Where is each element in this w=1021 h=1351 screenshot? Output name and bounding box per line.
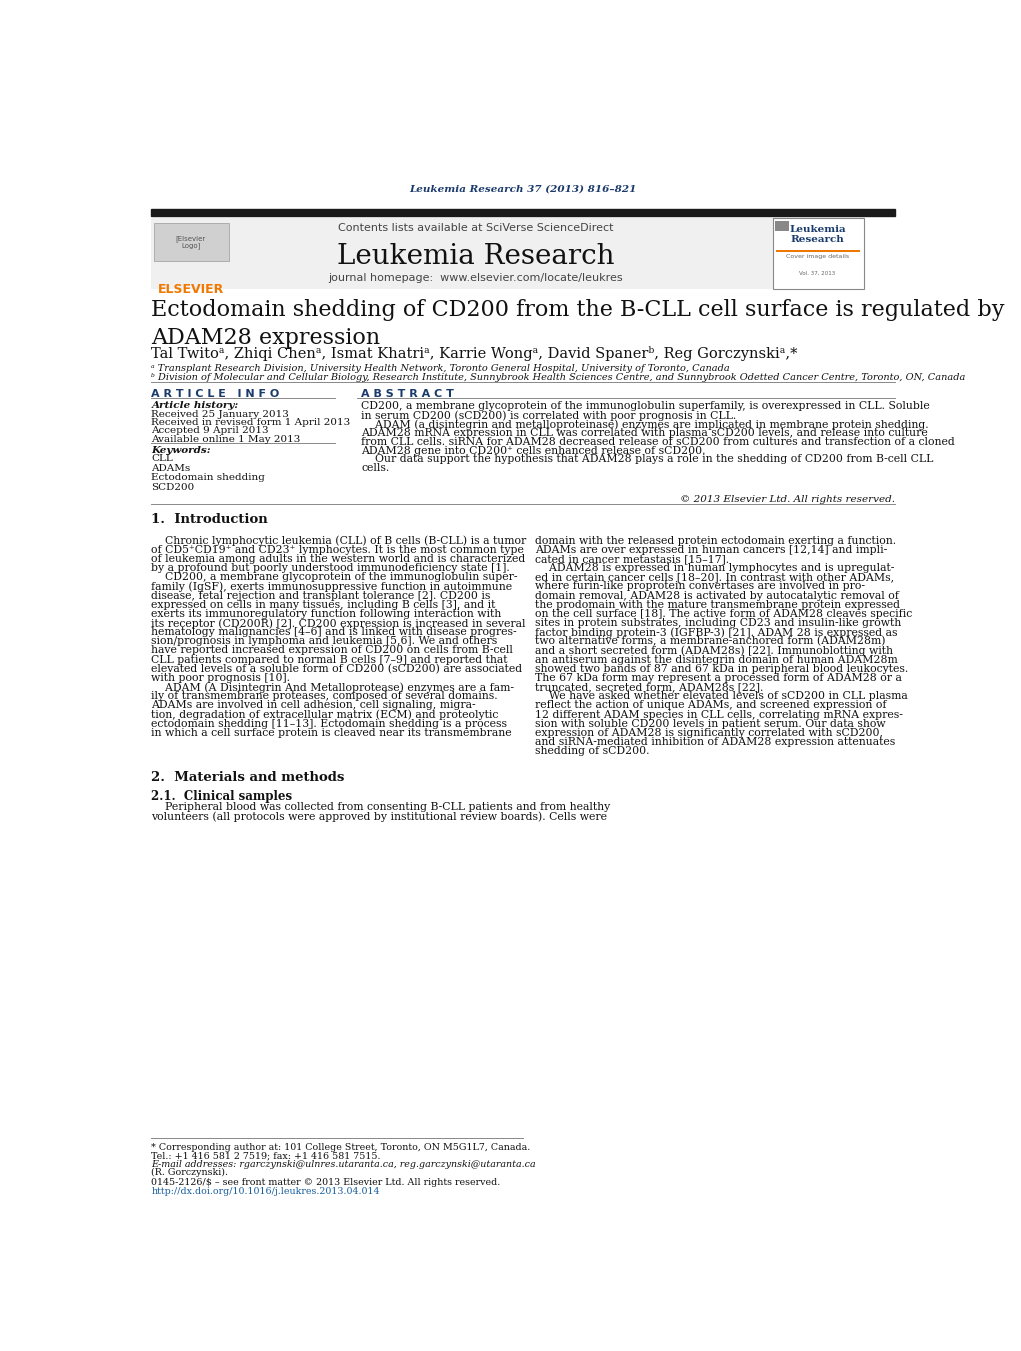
Text: journal homepage:  www.elsevier.com/locate/leukres: journal homepage: www.elsevier.com/locat… <box>329 273 623 284</box>
Text: CD200, a membrane glycoprotein of the immunoglobulin superfamily, is overexpress: CD200, a membrane glycoprotein of the im… <box>361 401 930 412</box>
Text: Ectodomain shedding: Ectodomain shedding <box>151 473 265 482</box>
Text: have reported increased expression of CD200 on cells from B-cell: have reported increased expression of CD… <box>151 646 514 655</box>
Text: truncated, secreted form, ADAM28s [22].: truncated, secreted form, ADAM28s [22]. <box>535 682 764 692</box>
Text: cells.: cells. <box>361 463 389 473</box>
Text: hematology malignancies [4–6] and is linked with disease progres-: hematology malignancies [4–6] and is lin… <box>151 627 517 638</box>
Text: the prodomain with the mature transmembrane protein expressed: the prodomain with the mature transmembr… <box>535 600 901 609</box>
Text: ADAM28 is expressed in human lymphocytes and is upregulat-: ADAM28 is expressed in human lymphocytes… <box>535 563 894 573</box>
Text: family (IgSF), exerts immunosuppressive function in autoimmune: family (IgSF), exerts immunosuppressive … <box>151 581 513 592</box>
Text: 2.  Materials and methods: 2. Materials and methods <box>151 771 345 784</box>
Text: ed in certain cancer cells [18–20]. In contrast with other ADAMs,: ed in certain cancer cells [18–20]. In c… <box>535 573 894 582</box>
Bar <box>151 209 895 216</box>
Text: in which a cell surface protein is cleaved near its transmembrane: in which a cell surface protein is cleav… <box>151 728 512 738</box>
Bar <box>773 219 864 289</box>
Text: SCD200: SCD200 <box>151 482 195 492</box>
Text: exerts its immunoregulatory function following interaction with: exerts its immunoregulatory function fol… <box>151 609 501 619</box>
Text: Keywords:: Keywords: <box>151 446 211 455</box>
Text: Tal Twitoᵃ, Zhiqi Chenᵃ, Ismat Khatriᵃ, Karrie Wongᵃ, David Spanerᵇ, Reg Gorczyn: Tal Twitoᵃ, Zhiqi Chenᵃ, Ismat Khatriᵃ, … <box>151 346 797 361</box>
Text: reflect the action of unique ADAMs, and screened expression of: reflect the action of unique ADAMs, and … <box>535 700 886 711</box>
Text: ADAMs: ADAMs <box>151 463 191 473</box>
Text: sites in protein substrates, including CD23 and insulin-like growth: sites in protein substrates, including C… <box>535 617 902 628</box>
Text: ectodomain shedding [11–13]. Ectodomain shedding is a process: ectodomain shedding [11–13]. Ectodomain … <box>151 719 507 728</box>
Bar <box>775 222 789 231</box>
Text: ᵃ Transplant Research Division, University Health Network, Toronto General Hospi: ᵃ Transplant Research Division, Universi… <box>151 363 730 373</box>
Text: Chronic lymphocytic leukemia (CLL) of B cells (B-CLL) is a tumor: Chronic lymphocytic leukemia (CLL) of B … <box>151 535 527 546</box>
Text: expressed on cells in many tissues, including B cells [3], and it: expressed on cells in many tissues, incl… <box>151 600 496 609</box>
Text: We have asked whether elevated levels of sCD200 in CLL plasma: We have asked whether elevated levels of… <box>535 692 908 701</box>
Text: 2.1.  Clinical samples: 2.1. Clinical samples <box>151 789 292 802</box>
Text: Ectodomain shedding of CD200 from the B-CLL cell surface is regulated by
ADAM28 : Ectodomain shedding of CD200 from the B-… <box>151 300 1005 350</box>
Text: and siRNA-mediated inhibition of ADAM28 expression attenuates: and siRNA-mediated inhibition of ADAM28 … <box>535 738 895 747</box>
Text: 1.  Introduction: 1. Introduction <box>151 512 269 526</box>
Text: expression of ADAM28 is significantly correlated with sCD200,: expression of ADAM28 is significantly co… <box>535 728 883 738</box>
Text: ADAMs are involved in cell adhesion, cell signaling, migra-: ADAMs are involved in cell adhesion, cel… <box>151 700 476 711</box>
Text: Available online 1 May 2013: Available online 1 May 2013 <box>151 435 301 443</box>
Text: ELSEVIER: ELSEVIER <box>158 282 224 296</box>
Text: ADAM (a disintegrin and metalloproteinase) enzymes are implicated in membrane pr: ADAM (a disintegrin and metalloproteinas… <box>361 419 929 430</box>
Text: CD200, a membrane glycoprotein of the immunoglobulin super-: CD200, a membrane glycoprotein of the im… <box>151 573 518 582</box>
Text: Peripheral blood was collected from consenting B-CLL patients and from healthy: Peripheral blood was collected from cons… <box>151 802 611 812</box>
Text: Tel.: +1 416 581 2 7519; fax: +1 416 581 7515.: Tel.: +1 416 581 2 7519; fax: +1 416 581… <box>151 1151 381 1161</box>
Text: The 67 kDa form may represent a processed form of ADAM28 or a: The 67 kDa form may represent a processe… <box>535 673 902 682</box>
Text: http://dx.doi.org/10.1016/j.leukres.2013.04.014: http://dx.doi.org/10.1016/j.leukres.2013… <box>151 1186 380 1196</box>
Text: elevated levels of a soluble form of CD200 (sCD200) are associated: elevated levels of a soluble form of CD2… <box>151 663 523 674</box>
Text: Received in revised form 1 April 2013: Received in revised form 1 April 2013 <box>151 417 350 427</box>
Text: Leukemia
Research: Leukemia Research <box>789 224 846 245</box>
Text: CLL: CLL <box>151 454 174 463</box>
Text: Cover image details: Cover image details <box>786 254 849 258</box>
Text: two alternative forms, a membrane-anchored form (ADAM28m): two alternative forms, a membrane-anchor… <box>535 636 885 647</box>
Text: 0145-2126/$ – see front matter © 2013 Elsevier Ltd. All rights reserved.: 0145-2126/$ – see front matter © 2013 El… <box>151 1178 500 1188</box>
Text: by a profound but poorly understood immunodeficiency state [1].: by a profound but poorly understood immu… <box>151 563 510 573</box>
Text: Our data support the hypothesis that ADAM28 plays a role in the shedding of CD20: Our data support the hypothesis that ADA… <box>361 454 933 465</box>
Text: A R T I C L E   I N F O: A R T I C L E I N F O <box>151 389 280 399</box>
Text: on the cell surface [18]. The active form of ADAM28 cleaves specific: on the cell surface [18]. The active for… <box>535 609 913 619</box>
Text: Leukemia Research 37 (2013) 816–821: Leukemia Research 37 (2013) 816–821 <box>409 185 637 195</box>
Text: and a short secreted form (ADAM28s) [22]. Immunoblotting with: and a short secreted form (ADAM28s) [22]… <box>535 646 893 657</box>
Text: with poor prognosis [10].: with poor prognosis [10]. <box>151 673 290 682</box>
Text: an antiserum against the disintegrin domain of human ADAM28m: an antiserum against the disintegrin dom… <box>535 655 897 665</box>
Text: © 2013 Elsevier Ltd. All rights reserved.: © 2013 Elsevier Ltd. All rights reserved… <box>680 494 895 504</box>
Text: Article history:: Article history: <box>151 401 239 411</box>
Text: ily of transmembrane proteases, composed of several domains.: ily of transmembrane proteases, composed… <box>151 692 498 701</box>
Bar <box>154 223 229 261</box>
Text: E-mail addresses: rgarczynski@ulnres.utaranta.ca, reg.garczynski@utaranta.ca: E-mail addresses: rgarczynski@ulnres.uta… <box>151 1159 536 1169</box>
Text: CLL patients compared to normal B cells [7–9] and reported that: CLL patients compared to normal B cells … <box>151 655 507 665</box>
Text: Contents lists available at SciVerse ScienceDirect: Contents lists available at SciVerse Sci… <box>338 223 614 234</box>
Text: showed two bands of 87 and 67 kDa in peripheral blood leukocytes.: showed two bands of 87 and 67 kDa in per… <box>535 663 909 674</box>
Text: Accepted 9 April 2013: Accepted 9 April 2013 <box>151 427 269 435</box>
Text: Leukemia Research: Leukemia Research <box>337 243 615 270</box>
Text: (R. Gorczynski).: (R. Gorczynski). <box>151 1169 229 1177</box>
Text: where furin-like proprotein convertases are involved in pro-: where furin-like proprotein convertases … <box>535 581 865 592</box>
Bar <box>151 219 773 289</box>
Text: Received 25 January 2013: Received 25 January 2013 <box>151 409 289 419</box>
Text: in serum CD200 (sCD200) is correlated with poor prognosis in CLL.: in serum CD200 (sCD200) is correlated wi… <box>361 411 736 420</box>
Text: ADAM28 gene into CD200⁺ cells enhanced release of sCD200.: ADAM28 gene into CD200⁺ cells enhanced r… <box>361 446 706 455</box>
Text: disease, fetal rejection and transplant tolerance [2]. CD200 is: disease, fetal rejection and transplant … <box>151 590 491 600</box>
Text: cated in cancer metastasis [15–17].: cated in cancer metastasis [15–17]. <box>535 554 729 563</box>
Text: of CD5⁺CD19⁺ and CD23⁺ lymphocytes. It is the most common type: of CD5⁺CD19⁺ and CD23⁺ lymphocytes. It i… <box>151 544 524 555</box>
Text: Vol. 37, 2013: Vol. 37, 2013 <box>799 270 836 276</box>
Text: A B S T R A C T: A B S T R A C T <box>361 389 454 399</box>
Text: * Corresponding author at: 101 College Street, Toronto, ON M5G1L7, Canada.: * Corresponding author at: 101 College S… <box>151 1143 531 1152</box>
Text: domain with the released protein ectodomain exerting a function.: domain with the released protein ectodom… <box>535 535 896 546</box>
Text: its receptor (CD200R) [2]. CD200 expression is increased in several: its receptor (CD200R) [2]. CD200 express… <box>151 617 526 628</box>
Text: volunteers (all protocols were approved by institutional review boards). Cells w: volunteers (all protocols were approved … <box>151 811 607 821</box>
Text: domain removal, ADAM28 is activated by autocatalytic removal of: domain removal, ADAM28 is activated by a… <box>535 590 900 600</box>
Text: sion with soluble CD200 levels in patient serum. Our data show: sion with soluble CD200 levels in patien… <box>535 719 886 728</box>
Text: [Elsevier
Logo]: [Elsevier Logo] <box>176 235 206 250</box>
Text: tion, degradation of extracellular matrix (ECM) and proteolytic: tion, degradation of extracellular matri… <box>151 709 498 720</box>
Text: from CLL cells. siRNA for ADAM28 decreased release of sCD200 from cultures and t: from CLL cells. siRNA for ADAM28 decreas… <box>361 436 955 447</box>
Text: sion/prognosis in lymphoma and leukemia [5,6]. We and others: sion/prognosis in lymphoma and leukemia … <box>151 636 497 646</box>
Bar <box>776 250 860 251</box>
Text: 12 different ADAM species in CLL cells, correlating mRNA expres-: 12 different ADAM species in CLL cells, … <box>535 709 903 720</box>
Text: of leukemia among adults in the western world and is characterized: of leukemia among adults in the western … <box>151 554 526 563</box>
Text: ᵇ Division of Molecular and Cellular Biology, Research Institute, Sunnybrook Hea: ᵇ Division of Molecular and Cellular Bio… <box>151 373 966 382</box>
Text: ADAMs are over expressed in human cancers [12,14] and impli-: ADAMs are over expressed in human cancer… <box>535 544 887 555</box>
Text: ADAM (A Disintegrin And Metalloprotease) enzymes are a fam-: ADAM (A Disintegrin And Metalloprotease)… <box>151 682 515 693</box>
Text: factor binding protein-3 (IGFBP-3) [21]. ADAM 28 is expressed as: factor binding protein-3 (IGFBP-3) [21].… <box>535 627 897 638</box>
Text: ADAM28 mRNA expression in CLL was correlated with plasma sCD200 levels, and rele: ADAM28 mRNA expression in CLL was correl… <box>361 428 928 438</box>
Text: shedding of sCD200.: shedding of sCD200. <box>535 746 649 757</box>
